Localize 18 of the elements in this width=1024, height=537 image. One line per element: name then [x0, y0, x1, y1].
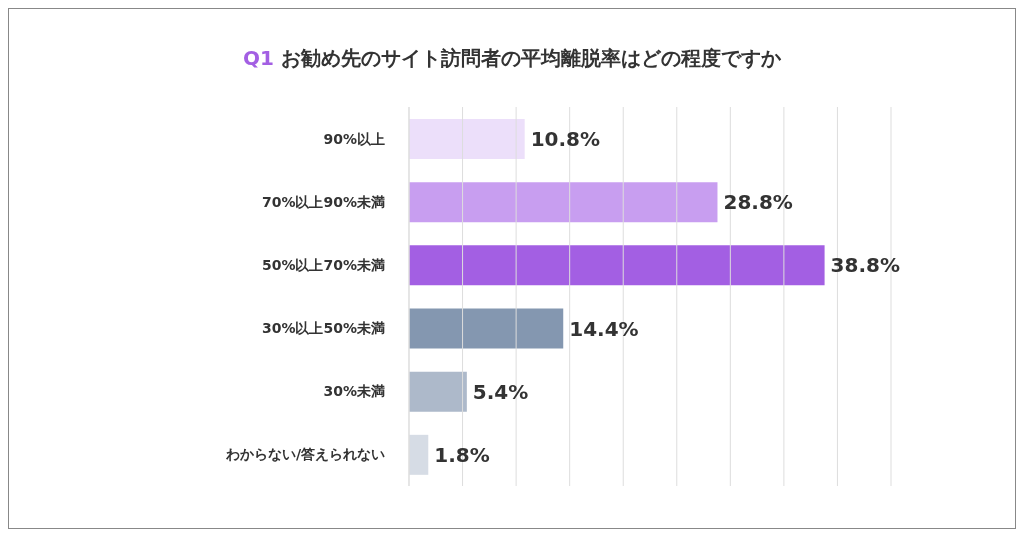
data-label: 5.4%: [472, 379, 529, 404]
y-tick-label: 90%以上: [323, 130, 385, 147]
bar: [409, 308, 564, 349]
data-label: 38.8%: [830, 253, 900, 278]
data-label: 10.8%: [530, 127, 601, 152]
bar: [409, 371, 467, 412]
y-tick-label: 30%以上50%未満: [261, 320, 385, 337]
bar: [409, 245, 825, 286]
data-label: 14.4%: [569, 316, 639, 341]
y-tick-label: 30%未満: [323, 383, 385, 400]
y-tick-label: わからない/答えられない: [224, 446, 385, 463]
y-tick-label: 50%以上70%未満: [261, 256, 385, 273]
bar: [409, 182, 718, 223]
data-label: 1.8%: [434, 442, 490, 467]
y-tick-label: 70%以上90%未満: [261, 193, 385, 210]
chart-title: Q1 お勧め先のサイト訪問者の平均離脱率はどの程度ですか: [243, 44, 781, 72]
data-label: 28.8%: [723, 190, 793, 215]
bar: [409, 119, 525, 159]
